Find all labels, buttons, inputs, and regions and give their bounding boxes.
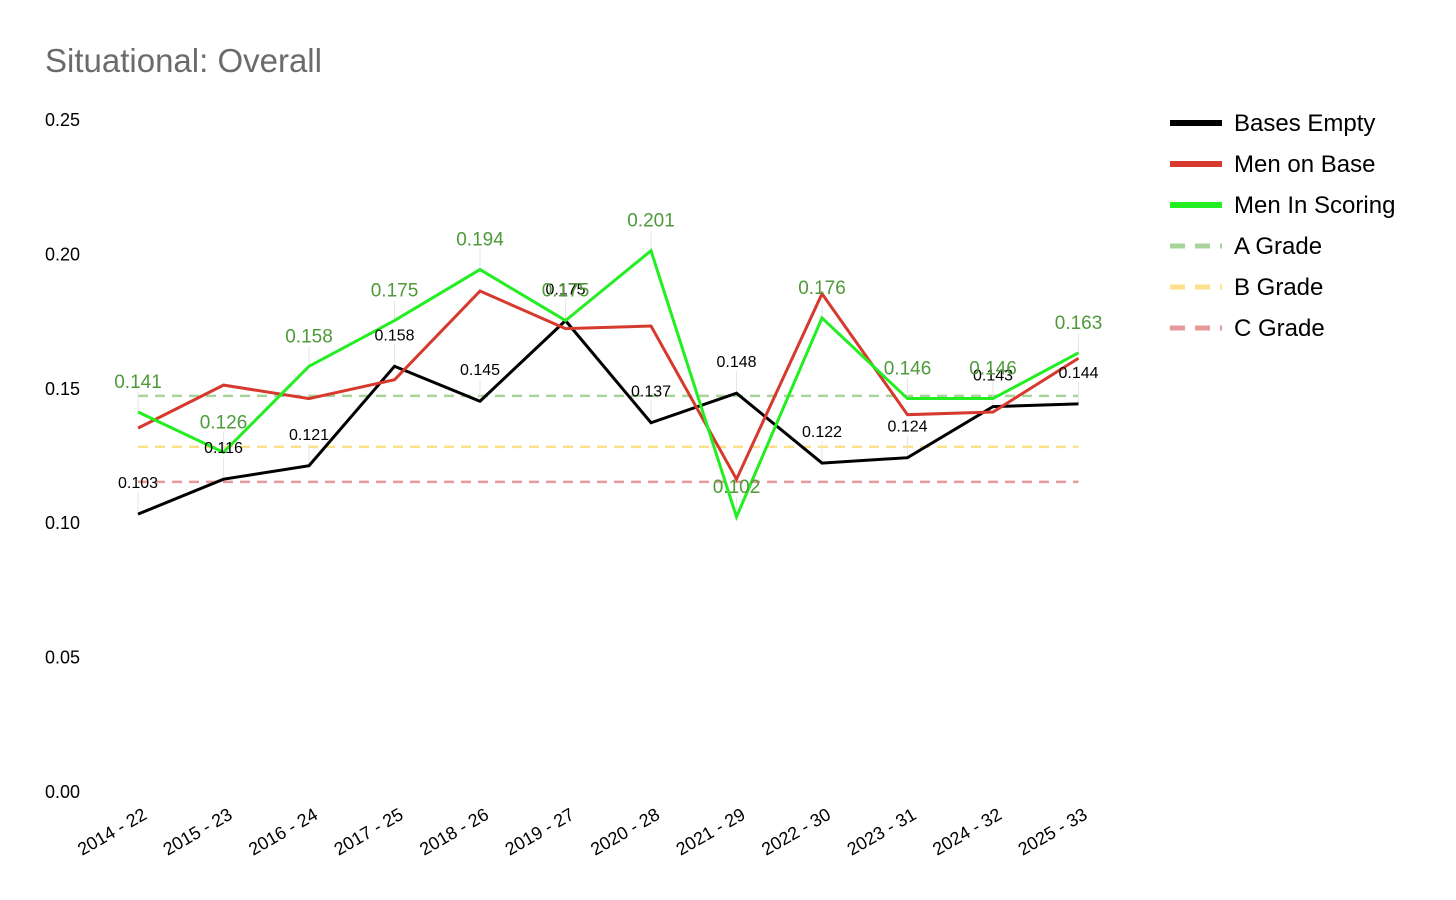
data-label-men-in-scoring: 0.146 bbox=[969, 359, 1017, 380]
legend-label: C Grade bbox=[1234, 315, 1325, 342]
x-tick-label: 2019 - 27 bbox=[502, 804, 578, 859]
data-label-men-in-scoring: 0.201 bbox=[627, 211, 675, 232]
legend-item[interactable]: A Grade bbox=[1170, 233, 1322, 260]
legend[interactable]: Bases Empty Men on Base Men In Scoring A Gr… bbox=[1170, 110, 1395, 342]
legend-label: Men In Scoring bbox=[1234, 192, 1395, 219]
label-leaders bbox=[137, 230, 1079, 517]
data-label-men-in-scoring: 0.194 bbox=[456, 230, 504, 251]
x-tick-label: 2023 - 31 bbox=[844, 804, 920, 859]
legend-item[interactable]: Men In Scoring bbox=[1170, 192, 1395, 219]
legend-item[interactable]: C Grade bbox=[1170, 315, 1325, 342]
legend-item[interactable]: Bases Empty bbox=[1170, 110, 1375, 137]
y-tick-label: 0.10 bbox=[45, 513, 80, 533]
x-tick-label: 2025 - 33 bbox=[1015, 804, 1091, 859]
data-label-bases-empty: 0.143 bbox=[973, 368, 1013, 385]
legend-item[interactable]: B Grade bbox=[1170, 274, 1323, 301]
y-tick-label: 0.15 bbox=[45, 379, 80, 399]
data-label-men-in-scoring: 0.146 bbox=[884, 359, 932, 380]
data-label-bases-empty: 0.148 bbox=[716, 354, 756, 371]
data-label-bases-empty: 0.124 bbox=[887, 419, 927, 436]
data-label-bases-empty: 0.116 bbox=[204, 440, 243, 457]
x-tick-label: 2020 - 28 bbox=[587, 804, 663, 859]
data-label-bases-empty: 0.144 bbox=[1058, 365, 1098, 382]
legend-label: Bases Empty bbox=[1234, 110, 1375, 137]
x-tick-label: 2015 - 23 bbox=[160, 804, 236, 859]
legend-item[interactable]: Men on Base bbox=[1170, 151, 1375, 178]
series-lines bbox=[137, 248, 1080, 522]
x-tick-label: 2024 - 32 bbox=[929, 804, 1005, 859]
series-line-men-in-scoring bbox=[137, 248, 1080, 522]
x-tick-label: 2021 - 29 bbox=[673, 804, 749, 859]
series-line-bases-empty bbox=[137, 318, 1079, 516]
x-tick-label: 2016 - 24 bbox=[245, 804, 321, 859]
data-label-bases-empty: 0.158 bbox=[374, 327, 414, 344]
data-label-men-in-scoring: 0.175 bbox=[371, 281, 419, 302]
data-label-men-in-scoring: 0.163 bbox=[1055, 313, 1103, 334]
y-tick-label: 0.25 bbox=[45, 110, 80, 130]
data-label-bases-empty: 0.175 bbox=[545, 282, 585, 299]
x-tick-label: 2022 - 30 bbox=[758, 804, 834, 859]
y-tick-label: 0.00 bbox=[45, 782, 80, 802]
data-label-bases-empty: 0.145 bbox=[460, 362, 500, 379]
x-tick-label: 2018 - 26 bbox=[416, 804, 492, 859]
x-axis: 2014 - 22 2015 - 23 2016 - 24 2017 - 25 2018… bbox=[74, 804, 1090, 859]
x-tick-label: 2017 - 25 bbox=[331, 804, 407, 859]
legend-label: A Grade bbox=[1234, 233, 1322, 260]
data-label-bases-empty: 0.103 bbox=[118, 475, 158, 492]
data-labels: 0.103 0.116 0.121 0.158 0.145 0.175 0.137 0.148… bbox=[114, 211, 1102, 498]
chart-title: Situational: Overall bbox=[45, 42, 322, 79]
data-label-bases-empty: 0.137 bbox=[631, 384, 671, 401]
data-label-men-in-scoring: 0.176 bbox=[798, 278, 846, 299]
x-tick-label: 2014 - 22 bbox=[74, 804, 150, 859]
legend-label: Men on Base bbox=[1234, 151, 1375, 178]
y-axis: 0.00 0.05 0.10 0.15 0.20 0.25 bbox=[45, 110, 80, 802]
data-label-men-in-scoring: 0.158 bbox=[285, 326, 333, 347]
data-label-men-in-scoring: 0.126 bbox=[200, 412, 248, 433]
y-tick-label: 0.05 bbox=[45, 648, 80, 668]
legend-label: B Grade bbox=[1234, 274, 1323, 301]
data-label-men-in-scoring: 0.102 bbox=[713, 477, 761, 498]
data-label-bases-empty: 0.121 bbox=[289, 427, 329, 444]
data-label-bases-empty: 0.122 bbox=[802, 424, 842, 441]
y-tick-label: 0.20 bbox=[45, 244, 80, 264]
data-label-men-in-scoring: 0.141 bbox=[114, 372, 162, 393]
series-line-men-on-base bbox=[137, 289, 1080, 483]
data-label-men-in-scoring: 0.175 bbox=[542, 281, 590, 302]
